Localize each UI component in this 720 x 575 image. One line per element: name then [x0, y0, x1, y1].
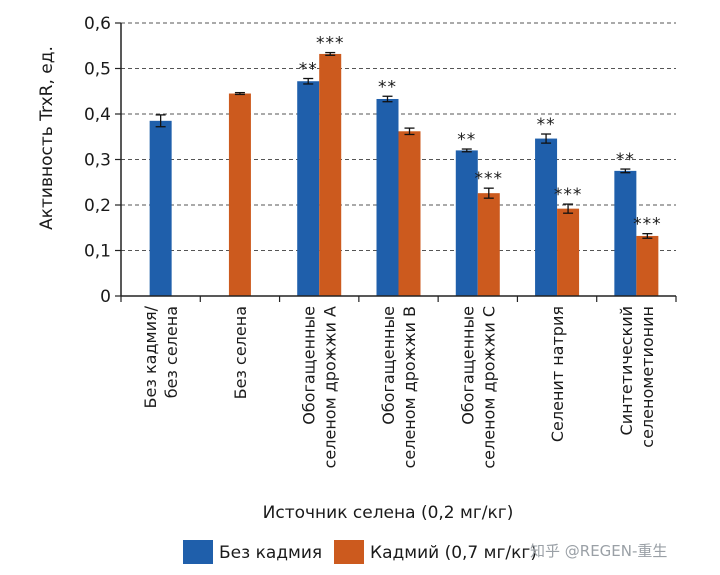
- bar-cadmium: [636, 235, 659, 296]
- x-category-label: Без кадмия/: [141, 305, 160, 408]
- significance-mark: ***: [475, 169, 504, 189]
- significance-mark: ***: [554, 185, 583, 205]
- legend-label-no-cadmium: Без кадмия: [219, 543, 322, 563]
- y-tick-label: 0,2: [84, 196, 111, 216]
- x-category-label: Обогащенные: [458, 306, 477, 425]
- y-tick-label: 0,6: [84, 14, 111, 34]
- x-category-label: Обогащенные: [300, 306, 319, 425]
- y-tick-label: 0,1: [84, 242, 111, 262]
- x-category-label: селенометионин: [638, 306, 657, 448]
- bar-no-cadmium: [376, 98, 399, 296]
- x-category-label: Без селена: [231, 306, 250, 399]
- axes: [115, 22, 677, 302]
- grid-lines: [121, 22, 676, 251]
- x-axis-title: Источник селена (0,2 мг/кг): [263, 503, 514, 523]
- legend: Без кадмия Кадмий (0,7 мг/кг): [183, 540, 537, 564]
- y-tick-labels: 0 0,1 0,2 0,3 0,4 0,5 0,6: [84, 14, 111, 307]
- significance-mark: **: [299, 60, 318, 80]
- x-category-labels: Без кадмия/без селена Без селена Обогащенн…: [141, 305, 657, 468]
- significance-mark: ***: [316, 34, 345, 54]
- bar-cadmium: [398, 131, 421, 296]
- watermark: 知乎 @REGEN-重生: [530, 542, 667, 560]
- x-category-label: без селена: [162, 306, 181, 398]
- y-tick-label: 0: [100, 287, 111, 307]
- x-category-label: селеном дрожжи А: [321, 306, 340, 468]
- x-category-label: Обогащенные: [379, 306, 398, 425]
- significance-annotations: **********************: [299, 34, 662, 235]
- y-axis-title: Активность TrxR, ед.: [37, 46, 57, 230]
- legend-swatch-cadmium: [334, 540, 364, 564]
- y-tick-label: 0,5: [84, 60, 111, 80]
- significance-mark: **: [616, 150, 635, 170]
- legend-swatch-no-cadmium: [183, 540, 213, 564]
- bar-no-cadmium: [455, 150, 478, 296]
- y-tick-label: 0,4: [84, 105, 111, 125]
- significance-mark: **: [457, 130, 476, 150]
- error-bars: [155, 51, 653, 239]
- x-category-label: селеном дрожжи С: [479, 306, 498, 469]
- y-tick-label: 0,3: [84, 151, 111, 171]
- bars: [149, 53, 659, 297]
- x-category-label: селеном дрожжи В: [400, 306, 419, 468]
- bar-no-cadmium: [149, 120, 172, 296]
- bar-no-cadmium: [297, 81, 320, 297]
- significance-mark: **: [537, 115, 556, 135]
- x-category-label: Синтетический: [617, 306, 636, 435]
- legend-label-cadmium: Кадмий (0,7 мг/кг): [370, 543, 537, 563]
- significance-mark: **: [378, 77, 397, 97]
- bar-no-cadmium: [614, 170, 637, 296]
- significance-mark: ***: [633, 215, 662, 235]
- bar-cadmium: [477, 193, 500, 296]
- bar-cadmium: [319, 53, 342, 296]
- bar-no-cadmium: [535, 138, 558, 296]
- bar-cadmium: [557, 208, 580, 296]
- x-category-label: Селенит натрия: [548, 306, 567, 442]
- bar-cadmium: [228, 93, 251, 297]
